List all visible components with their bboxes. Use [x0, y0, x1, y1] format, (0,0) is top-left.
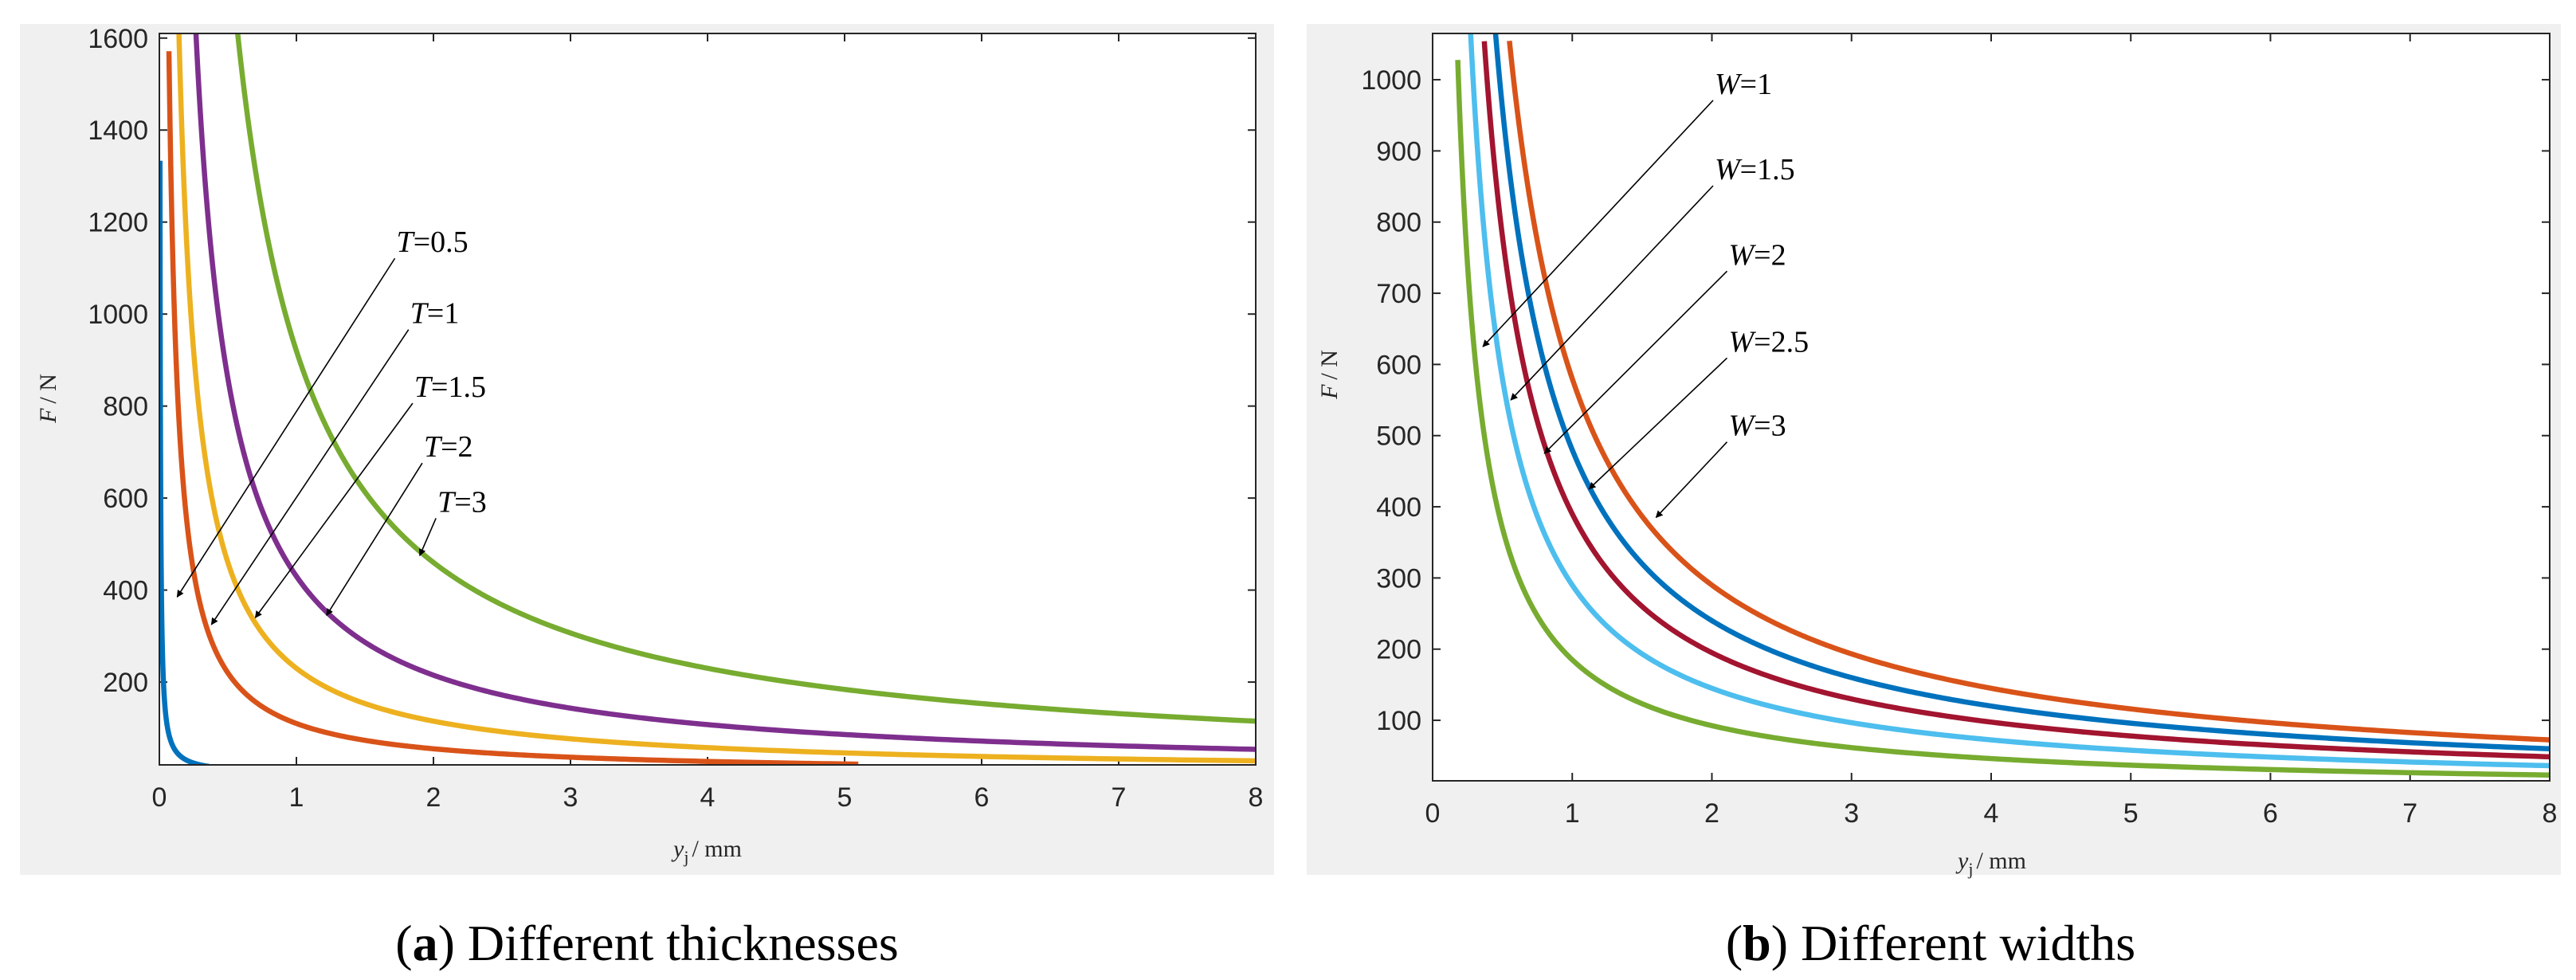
series-line-b-w-3	[1507, 41, 2550, 743]
series-line-b-w-1	[1455, 60, 2550, 778]
panel-a-xtick-label: 2	[426, 782, 441, 813]
series-line-b-w-2p5	[1492, 33, 2550, 752]
annotation-arrow-a-t-2	[326, 462, 423, 617]
series-line-b-w-2	[1481, 41, 2550, 760]
annotation-arrow-b-w-1	[1482, 100, 1714, 347]
panel-a-xtick-label: 8	[1249, 782, 1264, 813]
panel-b-axes-box	[1432, 33, 2551, 782]
panel-b-ytick-label: 100	[1376, 706, 1421, 736]
annotation-arrow-b-w-3	[1655, 441, 1728, 519]
panel-a-plot-area	[159, 33, 1256, 765]
panel-a: 0 1 2 3 4 5 6 7 8 200 400 600 800 1000 1200 1400 1600 T=…	[20, 24, 1274, 875]
panel-a-series	[159, 33, 1256, 765]
panel-b-ytick-label: 1000	[1361, 65, 1421, 96]
panel-b-ticks: 0 1 2 3 4 5 6 7 8 100 200 300 400 500 600 700 800 900 1000	[1361, 33, 2557, 829]
panel-a-xtick-label: 6	[974, 782, 990, 813]
annotation-label-a-t-1: T=1	[410, 297, 460, 331]
panel-a-xlabel: yj / mm	[671, 836, 742, 867]
panel-b-ytick-label: 900	[1376, 136, 1421, 167]
series-line-b-w-1p5	[1468, 33, 2550, 769]
panel-a-ticks: 0 1 2 3 4 5 6 7 8 200 400 600 800 1000 1200 1400 1600	[88, 24, 1263, 813]
annotation-arrow-a-t-1p5	[254, 402, 414, 618]
panel-a-ylabel: F/ N	[35, 374, 61, 424]
panel-b-xtick-label: 4	[1984, 798, 1999, 829]
panel-b-plot-area	[1433, 33, 2550, 781]
panel-a-ytick-label: 1000	[88, 300, 148, 330]
panel-a-xtick-label: 7	[1112, 782, 1127, 813]
panel-b-ytick-label: 400	[1376, 492, 1421, 523]
panel-b-xtick-label: 1	[1565, 798, 1580, 829]
panel-b-xtick-label: 2	[1704, 798, 1719, 829]
panel-b-xtick-label: 6	[2263, 798, 2278, 829]
annotation-label-a-t-3: T=3	[437, 485, 487, 519]
annotation-arrow-b-w-2	[1543, 270, 1728, 454]
panel-a-xtick-label: 4	[700, 782, 716, 813]
annotation-label-b-w-3: W=3	[1729, 410, 1786, 443]
annotation-arrow-a-t-1	[210, 329, 410, 625]
annotation-label-a-t-0p5: T=0.5	[397, 225, 469, 259]
annotation-label-b-w-2: W=2	[1729, 238, 1786, 272]
panel-a-ytick-label: 1600	[88, 24, 148, 54]
panel-a-axes-box	[159, 33, 1257, 766]
annotation-label-b-w-1: W=1	[1715, 68, 1772, 101]
series-line-a-t-2	[193, 33, 1256, 752]
caption-a: (a) Different thicknesses	[395, 915, 899, 971]
panel-b-ytick-label: 500	[1376, 421, 1421, 452]
panel-b-ytick-label: 600	[1376, 350, 1421, 380]
annotation-arrow-b-w-2p5	[1588, 357, 1728, 490]
panel-b-annotations: W=1 W=1.5 W=2 W=2.5 W=3	[1482, 68, 1809, 519]
panel-b-ytick-label: 200	[1376, 635, 1421, 665]
panel-a-xtick-label: 0	[152, 782, 167, 813]
annotation-label-b-w-2p5: W=2.5	[1729, 325, 1809, 359]
panel-b-xtick-label: 0	[1425, 798, 1441, 829]
series-line-a-t-1	[166, 51, 859, 765]
annotation-label-a-t-1p5: T=1.5	[414, 370, 486, 404]
panel-a-xtick-label: 3	[563, 782, 578, 813]
panel-b-xlabel: yj / mm	[1955, 848, 2026, 879]
annotation-arrow-a-t-3	[418, 518, 437, 557]
annotation-label-b-w-1p5: W=1.5	[1715, 153, 1795, 186]
panel-b: 0 1 2 3 4 5 6 7 8 100 200 300 400 500 600 700 800 900 1000…	[1307, 24, 2561, 879]
panel-b-xtick-label: 5	[2123, 798, 2139, 829]
panel-b-xtick-label: 3	[1844, 798, 1859, 829]
series-line-a-t-1p5	[176, 33, 1256, 764]
caption-b: (b) Different widths	[1726, 915, 2135, 971]
panel-b-series	[1455, 33, 2550, 778]
panel-a-xtick-label: 1	[289, 782, 304, 813]
panel-a-xtick-label: 5	[837, 782, 853, 813]
panel-b-xtick-label: 7	[2402, 798, 2417, 829]
panel-a-ytick-label: 1200	[88, 208, 148, 238]
panel-a-ytick-label: 1400	[88, 116, 148, 146]
panel-b-xtick-label: 8	[2543, 798, 2558, 829]
panel-b-ytick-label: 300	[1376, 563, 1421, 594]
panel-a-annotations: T=0.5 T=1 T=1.5 T=2 T=3	[176, 225, 487, 625]
panel-a-ytick-label: 200	[103, 668, 148, 698]
series-line-a-t-0p5	[159, 160, 218, 765]
series-line-a-t-3	[235, 33, 1256, 724]
annotation-arrow-a-t-0p5	[176, 257, 396, 598]
annotation-arrow-b-w-1p5	[1510, 185, 1714, 401]
annotation-label-a-t-2: T=2	[424, 430, 473, 464]
panel-a-ytick-label: 800	[103, 392, 148, 422]
panel-b-ylabel: F/ N	[1316, 350, 1343, 400]
panel-a-ytick-label: 600	[103, 484, 148, 514]
panel-a-ytick-label: 400	[103, 576, 148, 606]
panel-b-ytick-label: 800	[1376, 208, 1421, 238]
panel-b-ytick-label: 700	[1376, 279, 1421, 309]
